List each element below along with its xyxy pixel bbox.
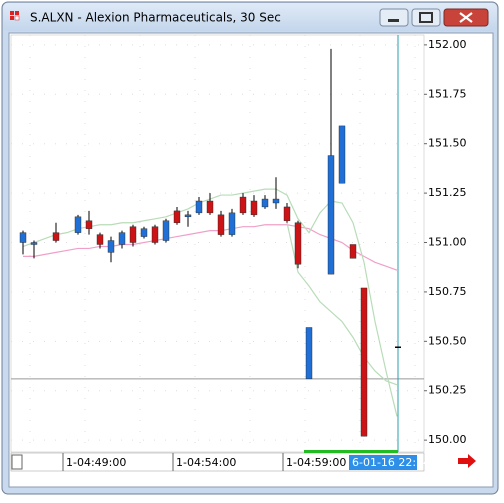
- cursor-label-box: [349, 455, 417, 470]
- scroll-right-arrow[interactable]: [458, 454, 476, 468]
- indicator-line: [286, 222, 398, 386]
- y-tick-label: 151.75: [428, 87, 467, 100]
- candle-body: [52, 232, 60, 241]
- x-tick-label: 1-04:49:00: [66, 456, 126, 469]
- y-tick-label: 151.50: [428, 137, 467, 150]
- maximize-icon: [419, 12, 433, 23]
- candle-body: [327, 155, 335, 275]
- minimize-button[interactable]: [379, 8, 409, 27]
- scroll-box[interactable]: [11, 454, 23, 470]
- candle-body: [173, 210, 181, 223]
- candle-body: [349, 244, 357, 259]
- y-tick-label: 150.50: [428, 334, 467, 347]
- window-title: S.ALXN - Alexion Pharmaceuticals, 30 Sec: [30, 11, 281, 25]
- candle-body: [228, 212, 236, 235]
- candle-body: [272, 198, 280, 204]
- candle-body: [338, 125, 346, 184]
- candle-body: [151, 226, 159, 243]
- candle-body: [85, 220, 93, 229]
- maximize-button[interactable]: [411, 8, 441, 27]
- candle-body: [19, 232, 27, 243]
- candle-body: [206, 200, 214, 214]
- y-tick-label: 150.75: [428, 285, 467, 298]
- y-tick-label: 151.25: [428, 186, 467, 199]
- candle-body: [195, 200, 203, 214]
- y-tick-label: 150.00: [428, 433, 467, 446]
- candle-body: [250, 200, 258, 216]
- minimize-icon: [388, 19, 399, 22]
- x-tick-label: 1-04:54:00: [176, 456, 236, 469]
- candle-body: [283, 206, 291, 221]
- volume-strip: [304, 450, 398, 453]
- candle-body: [107, 240, 115, 253]
- candle-body: [184, 214, 192, 218]
- close-icon: [459, 12, 473, 23]
- candle-body: [74, 216, 82, 233]
- candle-body: [118, 232, 126, 245]
- x-tick-label: 1-04:59:00: [286, 456, 346, 469]
- candle-body: [305, 327, 313, 380]
- candle-body: [360, 287, 368, 437]
- plot-area: [10, 34, 425, 453]
- candle-body: [239, 196, 247, 214]
- candle-body: [294, 222, 302, 265]
- y-tick-label: 151.00: [428, 236, 467, 249]
- candle-body: [261, 198, 269, 208]
- candle-body: [217, 214, 225, 235]
- candle-body: [129, 226, 137, 243]
- y-tick-label: 150.25: [428, 384, 467, 397]
- app-icon: [10, 11, 20, 21]
- time-axis: [10, 452, 425, 472]
- candle-body: [96, 234, 104, 245]
- y-tick-label: 152.00: [428, 38, 467, 51]
- title-bar: [3, 3, 497, 31]
- candle-body: [30, 242, 38, 245]
- indicator-line: [23, 224, 398, 271]
- candle-body: [162, 220, 170, 241]
- cursor-label: 6-01-16 22:34:00: [352, 456, 448, 469]
- candle-body: [140, 228, 148, 237]
